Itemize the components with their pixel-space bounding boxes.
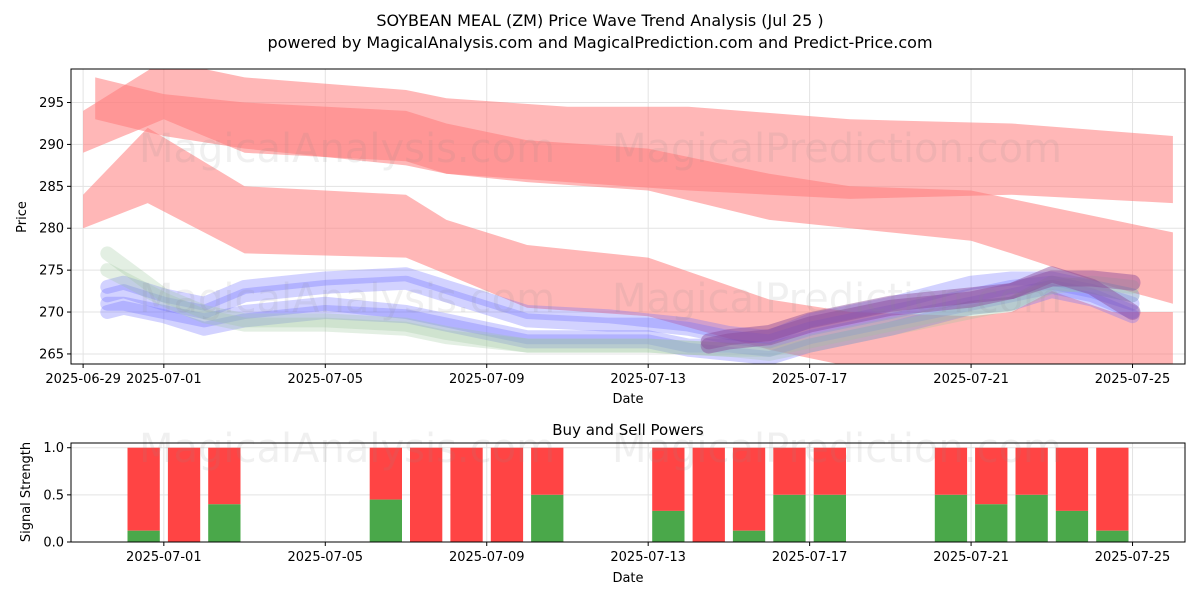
signal-y-tick-label: 0.0 [43, 536, 64, 551]
price-watermarks: MagicalAnalysis.com MagicalPrediction.co… [139, 126, 1062, 322]
red-trend-band-3 [83, 127, 1173, 364]
watermark-prediction: MagicalPrediction.com [612, 126, 1062, 172]
buy-power-bar [1015, 494, 1048, 542]
signal-chart-title: Buy and Sell Powers [552, 421, 704, 439]
purple-wave-line-7 [700, 270, 1141, 354]
price-x-tick-label: 2025-07-17 [772, 372, 848, 387]
price-x-tick-label: 2025-07-01 [126, 372, 202, 387]
price-y-tick-label: 275 [39, 264, 64, 279]
watermark-analysis: MagicalAnalysis.com [139, 126, 555, 172]
watermark-analysis-2: MagicalAnalysis.com [139, 276, 555, 322]
signal-x-tick-label: 2025-07-01 [126, 550, 202, 565]
buy-power-bar [934, 494, 968, 542]
chart-title: SOYBEAN MEAL (ZM) Price Wave Trend Analy… [376, 11, 823, 30]
buy-power-bar [1055, 510, 1089, 542]
signal-x-axis-label: Date [612, 571, 643, 586]
sell-power-bar [813, 447, 846, 495]
price-axes-frame [70, 68, 1186, 365]
price-y-tick-label: 295 [39, 96, 64, 111]
buy-power-bar [208, 504, 241, 542]
signal-y-tick-label: 1.0 [43, 441, 64, 456]
sell-power-bar [1096, 447, 1129, 531]
signal-bars [127, 447, 1129, 542]
green-wave-line-6 [100, 263, 1140, 357]
signal-x-tick-label: 2025-07-09 [449, 550, 525, 565]
sell-power-bar [208, 447, 241, 505]
sell-power-bar [1055, 447, 1089, 511]
price-axis-ticks: 2025-06-29 2025-07-01 2025-07-05 2025-07-09… [39, 96, 1170, 387]
price-y-tick-label: 285 [39, 180, 64, 195]
price-wave-panel: MagicalAnalysis.com MagicalPrediction.co… [15, 68, 1186, 407]
blue-wave-line-3 [100, 284, 1140, 364]
signal-watermarks: MagicalAnalysis.com MagicalPrediction.co… [139, 426, 1062, 472]
blue-wave-line-4 [100, 267, 1140, 345]
sell-power-bar [773, 447, 806, 495]
sell-power-bar [450, 447, 483, 542]
signal-x-tick-label: 2025-07-25 [1095, 550, 1171, 565]
price-x-tick-label: 2025-07-05 [288, 372, 364, 387]
red-trend-band-1 [83, 69, 1173, 204]
buy-sell-power-panel: Buy and Sell Powers MagicalAnalysis.com … [19, 421, 1186, 586]
sell-power-bar [369, 447, 402, 500]
sell-power-bar [410, 447, 443, 542]
signal-x-tick-label: 2025-07-17 [772, 550, 848, 565]
watermark-prediction-2: MagicalPrediction.com [612, 276, 1062, 322]
price-x-tick-label: 2025-07-09 [449, 372, 525, 387]
buy-power-bar [127, 530, 160, 542]
price-x-axis-label: Date [612, 392, 643, 407]
price-x-tick-label: 2025-07-25 [1095, 372, 1171, 387]
buy-power-bar [975, 504, 1008, 542]
blue-wave-line-1 [100, 279, 1140, 357]
price-y-tick-label: 270 [39, 306, 64, 321]
price-y-tick-label: 280 [39, 222, 64, 237]
signal-x-tick-label: 2025-07-21 [933, 550, 1009, 565]
price-x-tick-label: 2025-07-13 [610, 372, 686, 387]
buy-power-bar [813, 494, 846, 542]
price-y-tick-label: 290 [39, 138, 64, 153]
buy-power-bar [1096, 530, 1129, 542]
sell-power-bar [732, 447, 766, 531]
buy-power-bar [773, 494, 806, 542]
sell-power-bar [934, 447, 968, 495]
sell-power-bar [531, 447, 564, 495]
signal-y-tick-label: 0.5 [43, 488, 64, 503]
sell-power-bar [1015, 447, 1048, 495]
watermark-prediction-3: MagicalPrediction.com [612, 426, 1062, 472]
buy-power-bar [652, 510, 685, 542]
price-y-tick-label: 265 [39, 347, 64, 362]
buy-power-bar [732, 530, 766, 542]
price-x-tick-label: 2025-07-21 [933, 372, 1009, 387]
chart-subtitle: powered by MagicalAnalysis.com and Magic… [267, 33, 932, 52]
green-wave-line-5 [100, 246, 1140, 361]
signal-axes-frame [70, 442, 1186, 543]
signal-y-axis-label: Signal Strength [19, 442, 34, 542]
watermark-analysis-3: MagicalAnalysis.com [139, 426, 555, 472]
sell-power-bar [490, 447, 524, 542]
sell-power-bar [975, 447, 1008, 505]
sell-power-bar [127, 447, 160, 531]
purple-wave-line-8 [700, 266, 1141, 350]
price-wave-series [100, 246, 1141, 364]
signal-axis-ticks: 2025-07-01 2025-07-05 2025-07-09 2025-07-13… [43, 441, 1170, 565]
price-y-axis-label: Price [15, 201, 30, 233]
price-x-tick-label: 2025-06-29 [45, 372, 121, 387]
buy-power-bar [369, 499, 402, 542]
sell-power-bar [167, 447, 201, 542]
sell-power-bar [692, 447, 725, 542]
sell-power-bar [652, 447, 685, 511]
buy-power-bar [531, 494, 564, 542]
price-trend-bands [83, 69, 1173, 364]
signal-x-tick-label: 2025-07-05 [288, 550, 364, 565]
signal-x-tick-label: 2025-07-13 [610, 550, 686, 565]
blue-wave-line-2 [100, 275, 1140, 349]
red-trend-band-2 [95, 77, 1173, 304]
